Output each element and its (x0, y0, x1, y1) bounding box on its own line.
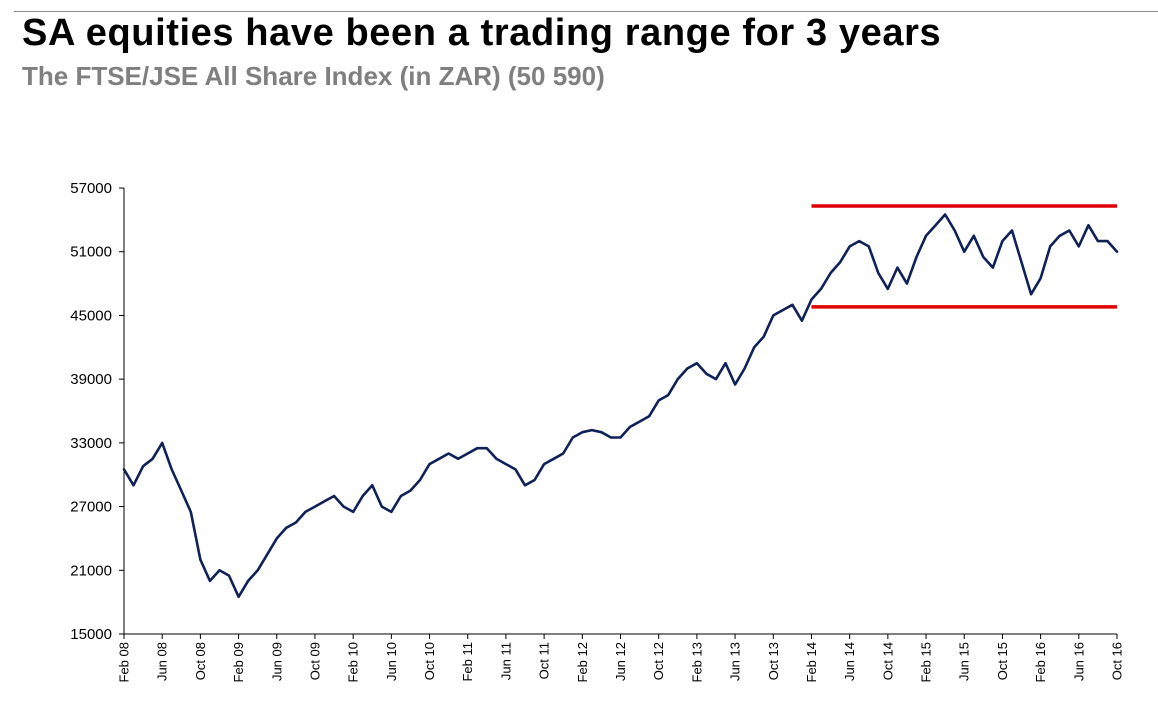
y-tick-label: 21000 (70, 562, 112, 579)
y-tick-label: 33000 (70, 435, 112, 452)
x-tick-label: Jun 11 (498, 642, 513, 680)
x-tick-label: Jun 16 (1071, 642, 1086, 681)
x-tick-label: Jun 09 (269, 642, 284, 681)
x-tick-label: Jun 15 (957, 642, 972, 681)
x-axis: Feb 08 Jun 08 Oct 08 Feb 09 Jun 09 Oct 09 Feb … (117, 633, 1125, 682)
top-rule (14, 11, 1158, 12)
y-tick-label: 45000 (70, 307, 112, 324)
x-tick-label: Oct 08 (193, 642, 208, 680)
y-tick-label: 27000 (70, 499, 112, 516)
y-axis: 15000 21000 27000 33000 39000 45000 51000 57000 (70, 180, 125, 643)
page-title: SA equities have been a trading range fo… (22, 12, 942, 54)
x-tick-label: Feb 11 (460, 642, 475, 682)
x-tick-label: Jun 08 (155, 642, 170, 681)
page-subtitle: The FTSE/JSE All Share Index (in ZAR) (5… (22, 61, 605, 91)
annotation-layer (811, 204, 1117, 309)
y-tick-label: 51000 (70, 244, 112, 261)
series-layer (122, 213, 1119, 599)
x-tick-label: Oct 16 (1110, 642, 1125, 680)
x-tick-label: Jun 14 (842, 642, 857, 681)
x-tick-label: Jun 12 (613, 642, 628, 681)
x-tick-label: Oct 10 (422, 642, 437, 680)
x-tick-label: Jun 10 (384, 642, 399, 681)
x-tick-label: Feb 15 (919, 642, 934, 682)
x-tick-label: Feb 13 (689, 642, 704, 682)
x-tick-label: Oct 13 (766, 642, 781, 680)
x-tick-label: Jun 13 (728, 642, 743, 681)
x-tick-label: Oct 12 (651, 642, 666, 680)
x-tick-label: Feb 08 (117, 642, 132, 682)
y-tick-label: 57000 (70, 180, 112, 197)
y-tick-label: 39000 (70, 371, 112, 388)
x-tick-label: Feb 10 (346, 642, 361, 682)
x-tick-label: Oct 11 (537, 642, 552, 679)
x-tick-label: Feb 09 (231, 642, 246, 682)
y-tick-label: 15000 (70, 626, 112, 643)
series-line (122, 213, 1119, 599)
x-tick-label: Oct 09 (307, 642, 322, 680)
x-tick-label: Oct 14 (880, 642, 895, 680)
x-tick-label: Feb 16 (1033, 642, 1048, 682)
x-tick-label: Feb 14 (804, 642, 819, 682)
x-tick-label: Oct 15 (995, 642, 1010, 680)
x-tick-label: Feb 12 (575, 642, 590, 682)
